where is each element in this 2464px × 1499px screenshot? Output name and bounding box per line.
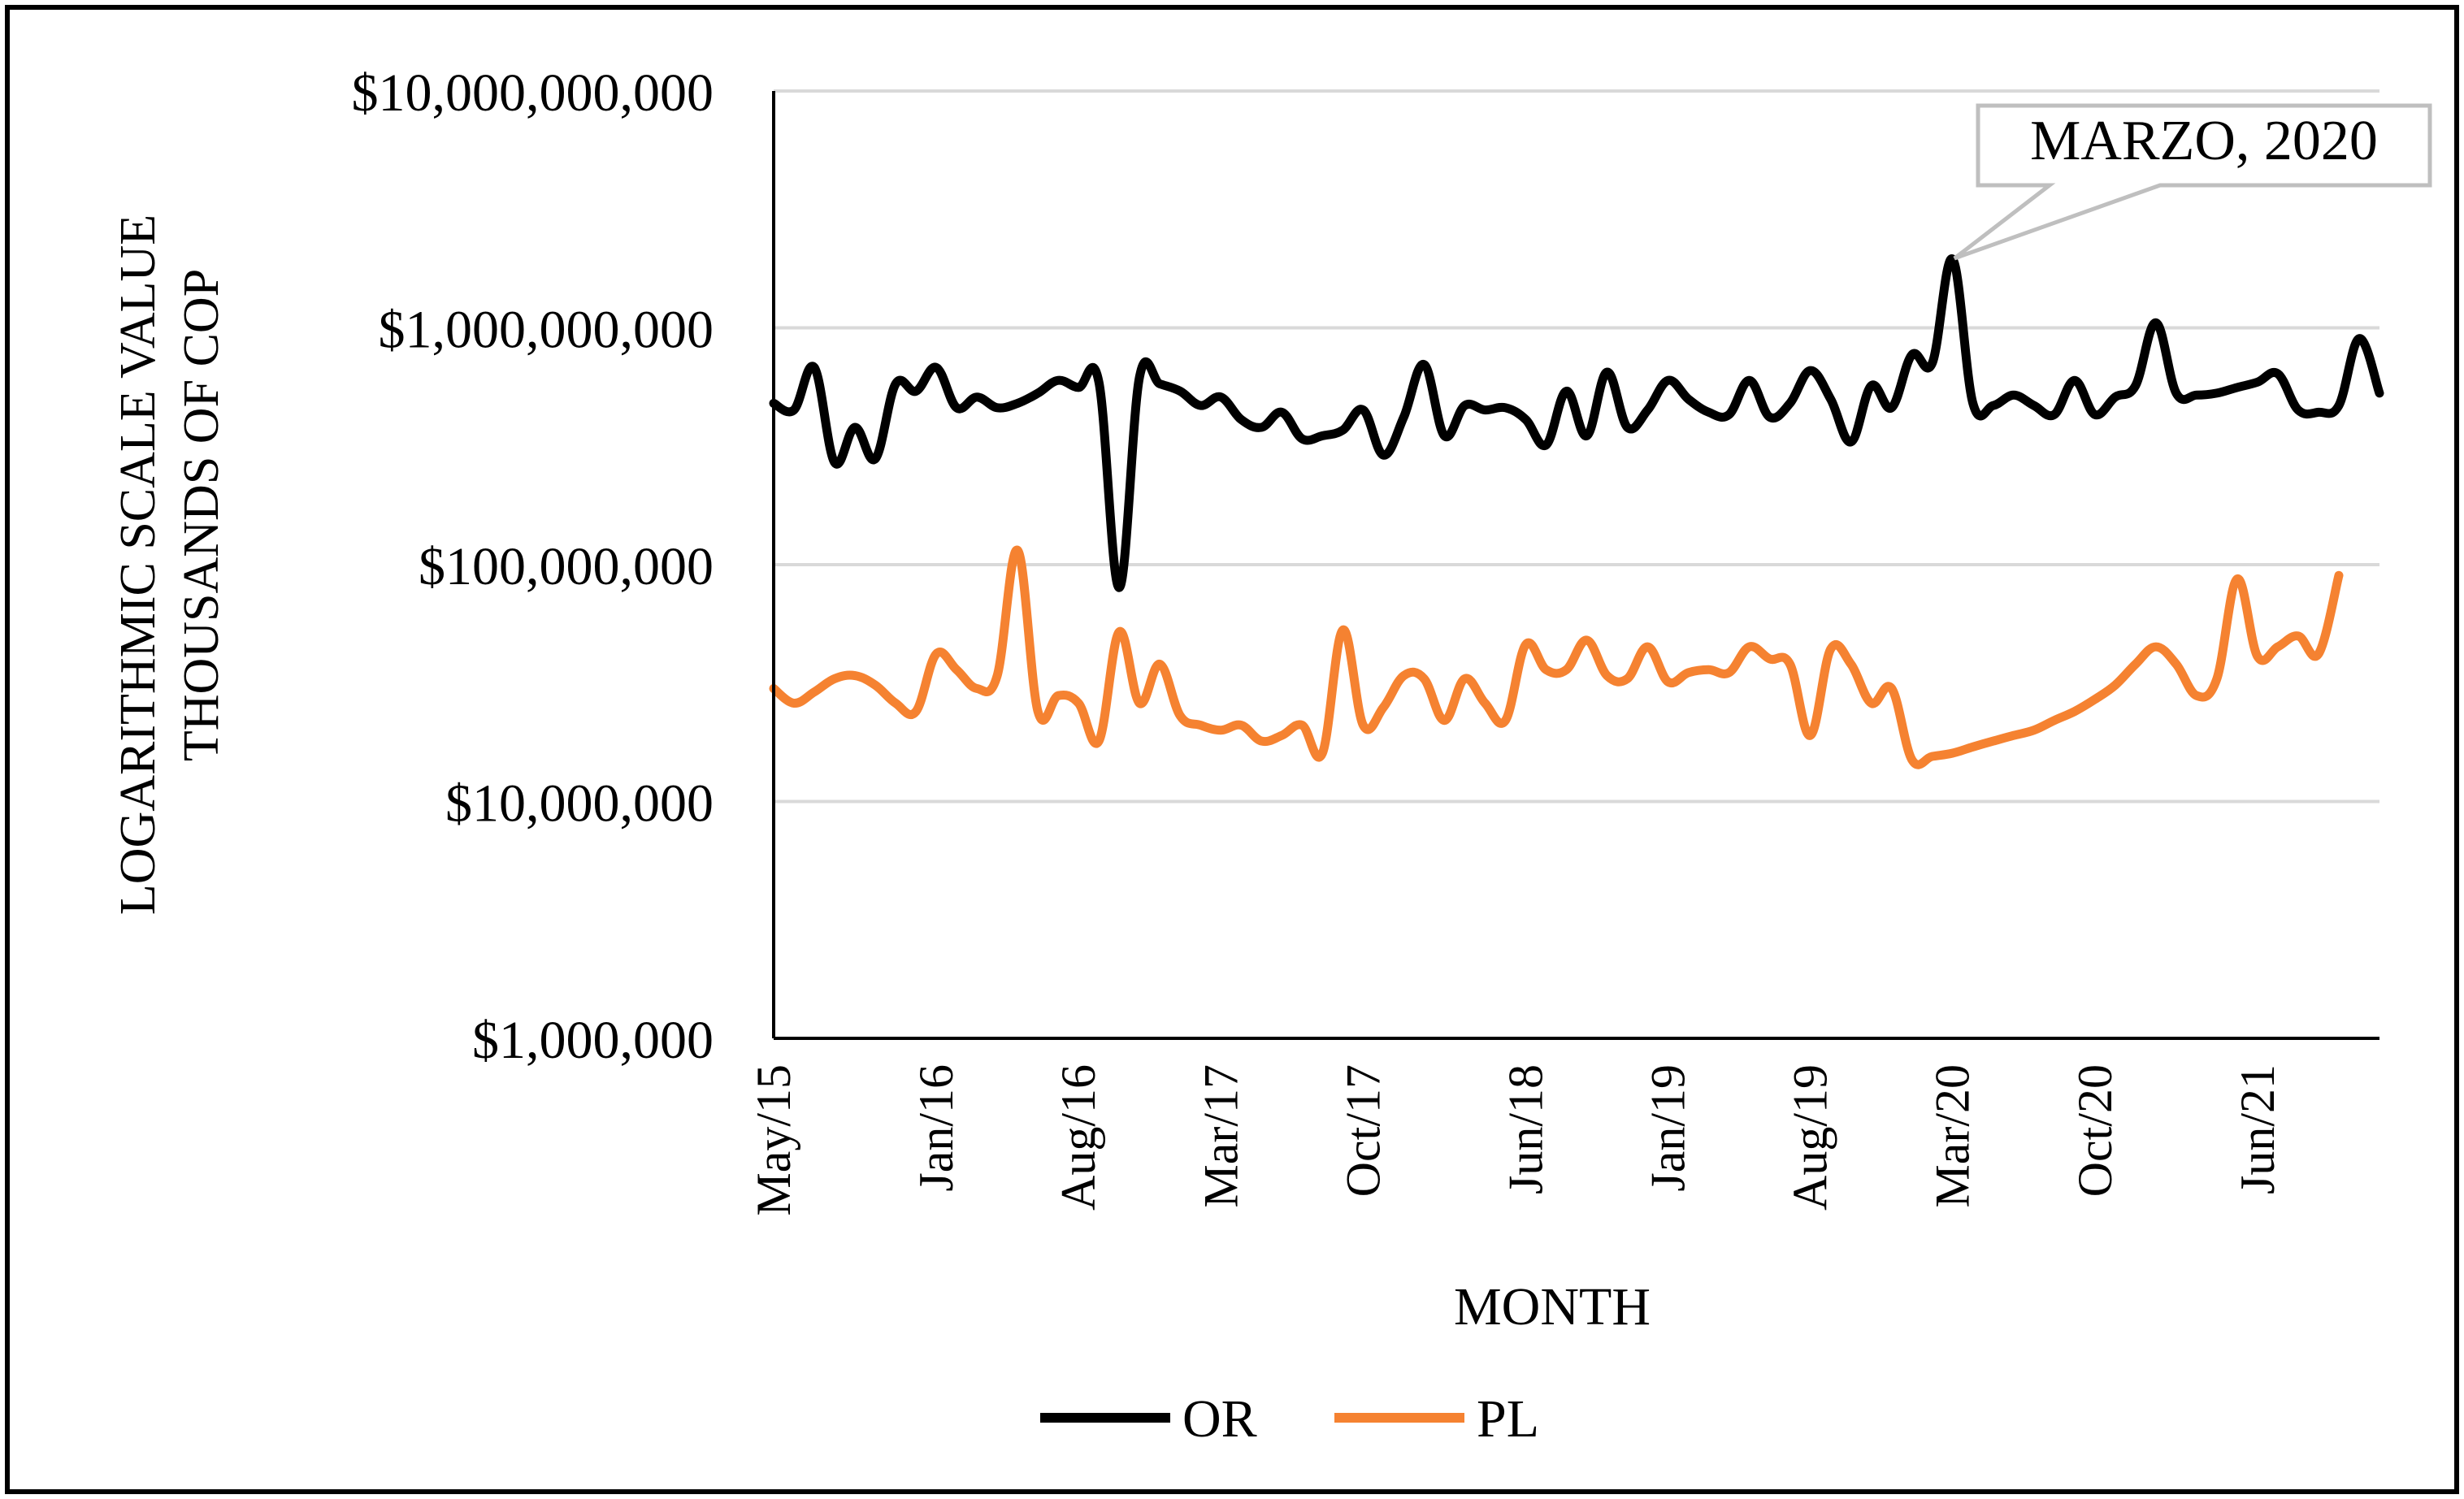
x-tick-label: Mar/20 xyxy=(1926,1064,1980,1208)
y-tick-label: $10,000,000,000 xyxy=(352,63,714,123)
x-tick-label: Aug/16 xyxy=(1052,1064,1105,1211)
x-tick-label: Oct/17 xyxy=(1336,1064,1390,1197)
x-tick-label: Jun/21 xyxy=(2231,1064,2284,1194)
x-tick-label: Oct/20 xyxy=(2068,1064,2122,1197)
x-tick-label: Jan/19 xyxy=(1642,1064,1695,1192)
y-axis-label-line2: THOUSANDS OF COP xyxy=(174,269,229,761)
annotation-label: MARZO, 2020 xyxy=(2030,110,2378,172)
x-axis-label: MONTH xyxy=(1454,1277,1651,1337)
axes xyxy=(772,91,2379,1040)
plot-area xyxy=(769,254,2384,769)
x-tick-label: Aug/19 xyxy=(1784,1064,1837,1211)
y-tick-labels: $1,000,000 $10,000,000 $100,000,000 $1,000,… xyxy=(352,63,714,1070)
annotation-callout xyxy=(1953,103,2432,261)
x-tick-label: May/15 xyxy=(747,1064,800,1216)
x-tick-labels: May/15 Jan/16 Aug/16 Mar/17 Oct/17 Jun/18 Jan/… xyxy=(747,1064,2284,1216)
gridlines xyxy=(774,89,2379,804)
series-line-pl xyxy=(769,545,2344,769)
x-tick-label: Mar/17 xyxy=(1194,1064,1247,1208)
legend: OR PL xyxy=(1040,1389,1539,1449)
chart-frame xyxy=(5,5,2459,1494)
annotation: MARZO, 2020 xyxy=(1953,103,2432,261)
legend-label-pl: PL xyxy=(1477,1389,1539,1449)
y-tick-label: $100,000,000 xyxy=(419,537,714,596)
y-axis-label-line1: LOGARITHMIC SCALE VALUE xyxy=(111,214,166,915)
legend-label-or: OR xyxy=(1182,1389,1257,1449)
x-tick-label: Jun/18 xyxy=(1499,1064,1552,1194)
y-tick-label: $1,000,000,000 xyxy=(379,301,714,360)
y-tick-label: $1,000,000 xyxy=(472,1011,714,1070)
y-tick-label: $10,000,000 xyxy=(445,774,714,834)
x-tick-label: Jan/16 xyxy=(909,1064,963,1192)
series-line-or xyxy=(769,254,2384,592)
